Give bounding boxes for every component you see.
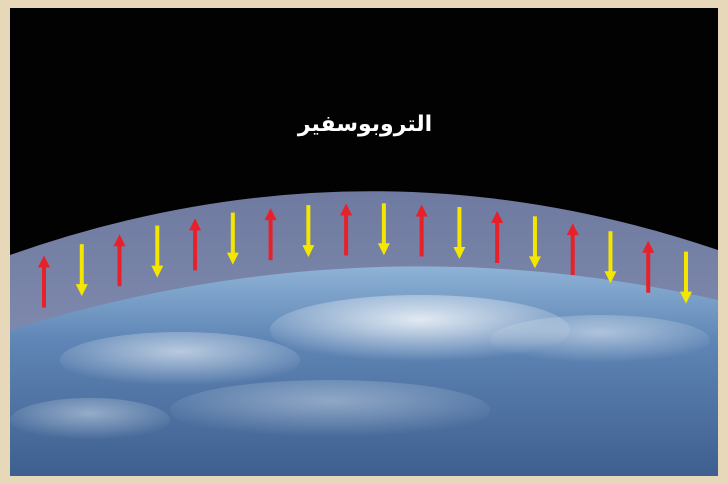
red-up-arrow [491,210,504,263]
yellow-down-arrow [302,205,315,258]
yellow-down-arrow [151,225,164,278]
cloud-patch [10,398,170,442]
convection-arrows [38,203,692,308]
red-up-arrow [642,240,655,293]
red-up-arrow [566,223,579,276]
red-up-arrow [340,203,353,256]
red-up-arrow [113,234,126,287]
cloud-patch [170,380,490,440]
troposphere-label: التروبوسفير [297,112,433,137]
red-up-arrow [264,208,277,261]
yellow-down-arrow [604,231,617,284]
yellow-down-arrow [680,251,692,304]
yellow-down-arrow [226,212,239,265]
cloud-patch [490,315,710,365]
yellow-down-arrow [377,203,390,256]
red-up-arrow [415,204,428,257]
cloud-patch [60,332,300,388]
yellow-down-arrow [453,207,466,260]
red-up-arrow [38,255,50,308]
red-up-arrow [189,218,202,271]
yellow-down-arrow [75,244,88,297]
cloud-patch [270,295,570,365]
yellow-down-arrow [528,216,541,269]
